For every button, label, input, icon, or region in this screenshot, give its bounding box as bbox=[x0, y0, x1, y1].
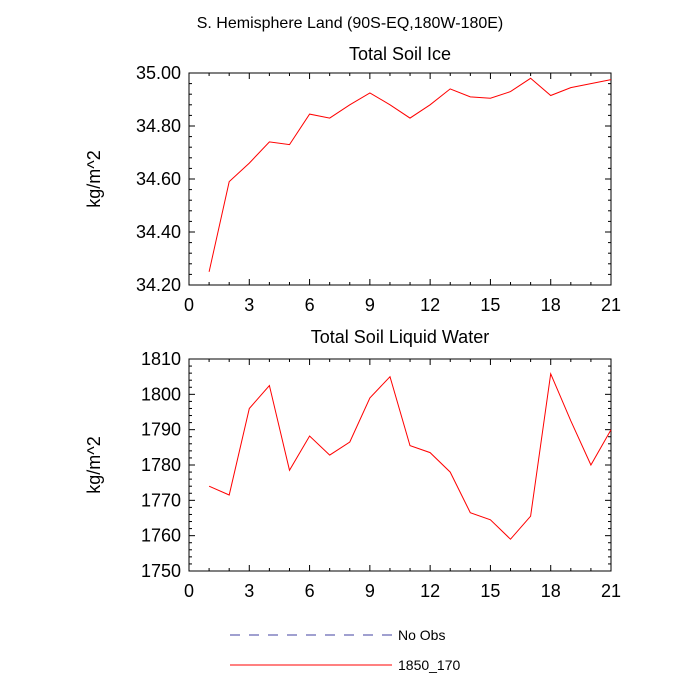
axes-soil-ice: 0 3 6 9 12 15 18 21 34.20 34.40 34.60 34.80 35.00 bbox=[136, 63, 621, 315]
series-line-soil-ice bbox=[208, 77, 612, 272]
y-tick-label: 1770 bbox=[141, 490, 181, 510]
y-tick-label: 34.40 bbox=[136, 222, 181, 242]
series-line-soil-liquid-water bbox=[208, 371, 612, 540]
y-tick-label: 1760 bbox=[141, 526, 181, 546]
x-tick-label: 15 bbox=[480, 295, 500, 315]
panel-title-soil-ice: Total Soil Ice bbox=[349, 44, 451, 64]
x-tick-label: 21 bbox=[601, 295, 621, 315]
y-tick-label: 34.80 bbox=[136, 116, 181, 136]
y-tick-label: 34.20 bbox=[136, 275, 181, 295]
y-tick-label: 1780 bbox=[141, 455, 181, 475]
panel-title-soil-liquid-water: Total Soil Liquid Water bbox=[311, 327, 489, 347]
panel-soil-ice: Total Soil Ice kg/m^2 0 3 6 9 12 15 18 21 34.20 3… bbox=[84, 44, 621, 315]
legend-label-1850-170: 1850_170 bbox=[398, 657, 461, 673]
y-tick-label: 1800 bbox=[141, 384, 181, 404]
x-tick-label: 6 bbox=[305, 295, 315, 315]
y-axis-label-soil-ice: kg/m^2 bbox=[84, 150, 104, 207]
legend-label-no-obs: No Obs bbox=[398, 627, 445, 643]
y-axis-label-soil-liquid-water: kg/m^2 bbox=[84, 436, 104, 493]
y-tick-label: 34.60 bbox=[136, 169, 181, 189]
x-tick-label: 18 bbox=[541, 581, 561, 601]
x-tick-label: 9 bbox=[365, 581, 375, 601]
plot-frame-soil-liquid-water bbox=[188, 358, 612, 572]
x-tick-label: 6 bbox=[305, 581, 315, 601]
x-tick-label: 9 bbox=[365, 295, 375, 315]
x-tick-label: 21 bbox=[601, 581, 621, 601]
x-tick-label: 12 bbox=[420, 581, 440, 601]
x-tick-label: 15 bbox=[480, 581, 500, 601]
legend: No Obs 1850_170 bbox=[230, 627, 461, 673]
y-tick-label: 1790 bbox=[141, 420, 181, 440]
figure-title: S. Hemisphere Land (90S-EQ,180W-180E) bbox=[197, 15, 504, 32]
y-tick-label: 1810 bbox=[141, 349, 181, 369]
y-tick-label: 35.00 bbox=[136, 63, 181, 83]
x-tick-label: 3 bbox=[244, 581, 254, 601]
axes-soil-liquid-water: 0 3 6 9 12 15 18 21 1750 1760 1770 1780 1790 1800 1810 bbox=[141, 349, 621, 601]
plot-frame-soil-ice bbox=[188, 72, 612, 286]
x-tick-label: 18 bbox=[541, 295, 561, 315]
x-tick-label: 3 bbox=[244, 295, 254, 315]
panel-soil-liquid-water: Total Soil Liquid Water kg/m^2 0 3 6 9 12 15 1… bbox=[84, 327, 621, 601]
x-tick-label: 0 bbox=[184, 295, 194, 315]
x-tick-label: 12 bbox=[420, 295, 440, 315]
y-tick-label: 1750 bbox=[141, 561, 181, 581]
x-tick-label: 0 bbox=[184, 581, 194, 601]
